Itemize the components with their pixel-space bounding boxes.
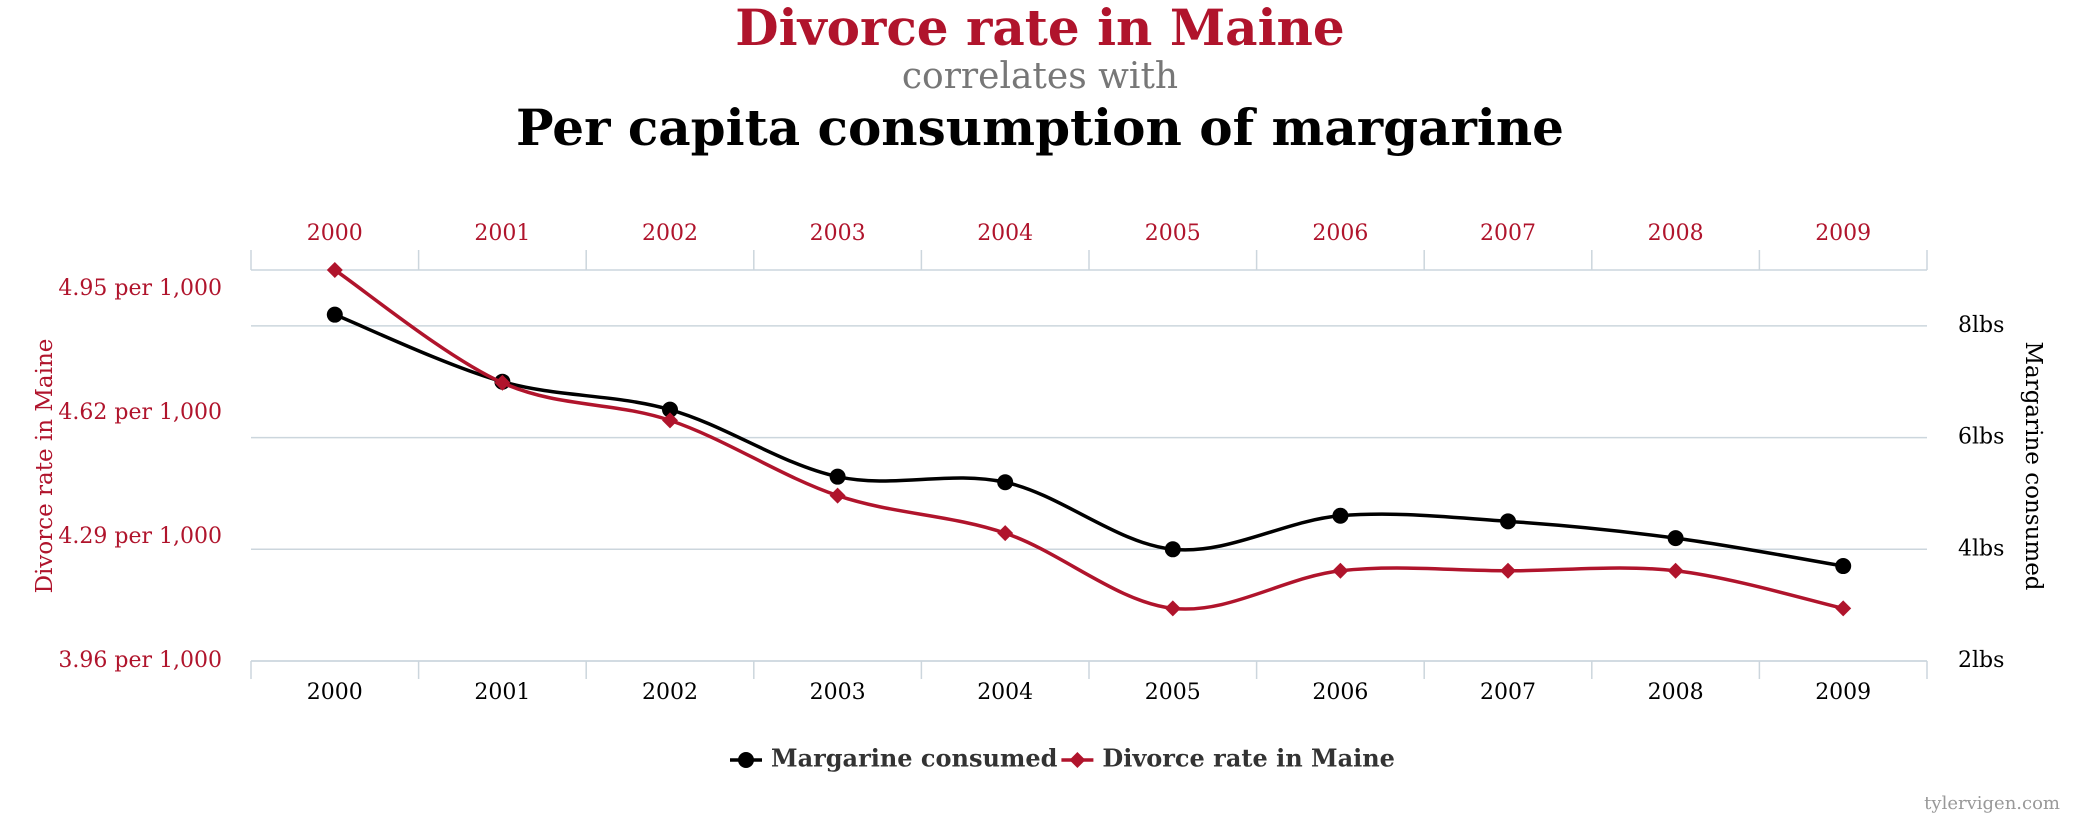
x-tick-label-top: 2002 xyxy=(642,221,698,246)
chart-subtitle: correlates with xyxy=(902,56,1178,97)
series-line xyxy=(334,313,1844,568)
y2-tick-label: 4lbs xyxy=(1958,536,2004,561)
point xyxy=(997,525,1014,542)
y-tick-label: 4.95 per 1,000 xyxy=(58,276,222,301)
point xyxy=(1835,600,1852,617)
source: tylervigen.com xyxy=(1924,793,2060,814)
point xyxy=(1332,507,1349,524)
y2-axis-title: Margarine consumed xyxy=(2020,341,2046,590)
x-tick-label-top: 2000 xyxy=(307,221,363,246)
y2-tick-label: 6lbs xyxy=(1958,425,2004,450)
x-tick-label-top: 2001 xyxy=(474,221,530,246)
chart-title-2: Per capita consumption of margarine xyxy=(516,98,1564,157)
point xyxy=(829,487,846,504)
x-tick-label: 2005 xyxy=(1145,680,1201,705)
x-tick-label: 2007 xyxy=(1480,680,1536,705)
point xyxy=(326,306,343,323)
x-tick-label-top: 2004 xyxy=(977,221,1033,246)
x-tick-label: 2009 xyxy=(1815,680,1871,705)
x-tick-label: 2008 xyxy=(1648,680,1704,705)
point xyxy=(1332,562,1349,579)
x-tick-label-top: 2005 xyxy=(1145,221,1201,246)
point xyxy=(1500,562,1516,579)
x-tick-label: 2000 xyxy=(307,680,363,705)
x-tick-label-top: 2003 xyxy=(810,221,866,246)
y-axis-title: Divorce rate in Maine xyxy=(32,339,58,594)
x-tick-label-top: 2009 xyxy=(1815,221,1871,246)
point xyxy=(662,412,678,429)
point xyxy=(1500,513,1516,530)
point xyxy=(326,262,343,278)
point xyxy=(1667,562,1684,579)
point xyxy=(1835,558,1852,575)
x-tick-label-top: 2008 xyxy=(1648,221,1704,246)
series-line xyxy=(333,268,1844,611)
legend-label: Divorce rate in Maine xyxy=(1102,744,1395,773)
y-tick-label: 3.96 per 1,000 xyxy=(58,648,222,673)
x-tick-label: 2004 xyxy=(977,680,1033,705)
point xyxy=(997,474,1014,491)
y2-tick-label: 8lbs xyxy=(1958,313,2004,338)
chart-title: Divorce rate in Maine xyxy=(735,0,1344,57)
point xyxy=(494,374,511,391)
y-tick-label: 4.62 per 1,000 xyxy=(58,400,222,425)
x-tick-label: 2003 xyxy=(810,680,866,705)
legend-marker xyxy=(1069,752,1086,768)
point xyxy=(662,401,678,418)
x-tick-label: 2006 xyxy=(1312,680,1368,705)
x-tick-label-top: 2007 xyxy=(1480,221,1536,246)
point xyxy=(1667,530,1684,547)
x-tick-label: 2002 xyxy=(642,680,698,705)
legend-label: Margarine consumed xyxy=(771,744,1058,773)
point xyxy=(1164,600,1181,617)
y-tick-label: 4.29 per 1,000 xyxy=(58,524,222,549)
legend-marker xyxy=(738,752,754,768)
point xyxy=(1164,541,1181,558)
x-tick-label: 2001 xyxy=(474,680,530,705)
y2-tick-label: 2lbs xyxy=(1958,648,2004,673)
x-tick-label-top: 2006 xyxy=(1312,221,1368,246)
point xyxy=(829,468,846,485)
